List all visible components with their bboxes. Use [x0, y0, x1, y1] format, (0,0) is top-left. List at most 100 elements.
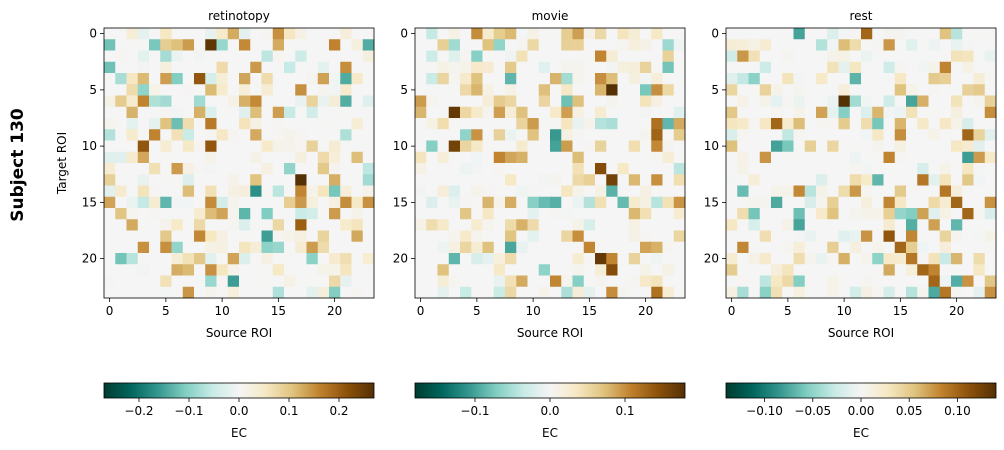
- heatmap-cell: [448, 230, 461, 243]
- heatmap-cell: [640, 230, 652, 243]
- heatmap-cell: [651, 185, 663, 198]
- heatmap-cell: [448, 286, 461, 299]
- heatmap-cell: [340, 39, 352, 51]
- heatmap-cell: [973, 196, 986, 209]
- heatmap-cell: [583, 84, 596, 96]
- heatmap-cell: [284, 219, 296, 231]
- heatmap-cell: [748, 73, 761, 85]
- heatmap-cell: [906, 185, 918, 198]
- heatmap-cell: [527, 28, 540, 40]
- heatmap-cell: [793, 50, 806, 63]
- heatmap-cell: [538, 275, 551, 288]
- heatmap-cell: [493, 230, 506, 243]
- heatmap-cell: [448, 219, 461, 231]
- heatmap-cell: [962, 73, 974, 85]
- heatmap-cell: [906, 73, 918, 85]
- heatmap-cell: [137, 163, 150, 175]
- heatmap-cell: [340, 73, 352, 85]
- heatmap-cell: [640, 95, 652, 108]
- heatmap-cell: [759, 61, 772, 74]
- heatmap-cell: [171, 106, 184, 119]
- heatmap-cell: [984, 196, 997, 209]
- heatmap-cell: [583, 118, 596, 130]
- heatmap-cell: [894, 118, 907, 130]
- heatmap-cell: [227, 61, 240, 74]
- heatmap-cell: [962, 140, 974, 153]
- heatmap-cell: [182, 118, 195, 130]
- heatmap-cell: [149, 196, 161, 209]
- colorbar-tick-label: 0.10: [944, 404, 971, 418]
- heatmap-cell: [460, 39, 472, 51]
- heatmap-cell: [827, 129, 839, 141]
- heatmap-cell: [250, 208, 262, 220]
- heatmap-cell: [437, 219, 450, 231]
- heatmap-cell: [906, 39, 918, 51]
- heatmap-cell: [759, 140, 772, 153]
- heatmap-cell: [726, 163, 738, 175]
- heatmap-cell: [583, 196, 596, 209]
- heatmap-cell: [362, 84, 375, 96]
- heatmap-cell: [205, 118, 217, 130]
- heatmap-cell: [415, 185, 427, 198]
- heatmap-cell: [572, 174, 585, 186]
- heatmap-cell: [182, 185, 195, 198]
- heatmap-cell: [838, 241, 851, 254]
- heatmap-cell: [295, 73, 307, 85]
- heatmap-cell: [928, 73, 941, 85]
- heatmap-cell: [583, 174, 596, 186]
- heatmap-cell: [538, 253, 551, 265]
- heatmap-cell: [883, 163, 896, 175]
- heatmap-cell: [838, 253, 851, 265]
- heatmap-cell: [640, 241, 652, 254]
- y-axis-label: Target ROI: [55, 132, 69, 195]
- heatmap-cell: [748, 275, 761, 288]
- heatmap-cell: [362, 275, 375, 288]
- heatmap-cell: [126, 95, 139, 108]
- heatmap-cell: [816, 196, 828, 209]
- heatmap-cell: [561, 208, 573, 220]
- heatmap-cell: [415, 241, 427, 254]
- heatmap-cell: [928, 95, 941, 108]
- heatmap-cell: [849, 163, 862, 175]
- heatmap-cell: [505, 253, 517, 265]
- heatmap-cell: [849, 264, 862, 276]
- heatmap-cell: [261, 196, 274, 209]
- heatmap-cell: [894, 230, 907, 243]
- heatmap-cell: [306, 28, 319, 40]
- heatmap-cell: [149, 129, 161, 141]
- heatmap-cell: [617, 163, 630, 175]
- heatmap-cell: [538, 151, 551, 164]
- heatmap-cell: [883, 61, 896, 74]
- heatmap-cell: [171, 275, 184, 288]
- heatmap-cell: [448, 151, 461, 164]
- heatmap-cell: [205, 106, 217, 119]
- heatmap-cell: [227, 129, 240, 141]
- heatmap-cell: [471, 50, 483, 63]
- heatmap-cell: [951, 174, 963, 186]
- heatmap-cell: [160, 95, 172, 108]
- heatmap-cell: [194, 106, 206, 119]
- heatmap-cell: [272, 286, 285, 299]
- heatmap-cell: [640, 264, 652, 276]
- heatmap-cell: [962, 151, 974, 164]
- heatmap-cell: [171, 28, 184, 40]
- heatmap-cell: [595, 39, 607, 51]
- heatmap-cell: [606, 28, 618, 40]
- heatmap-cell: [872, 253, 884, 265]
- heatmap-cell: [951, 253, 963, 265]
- heatmap-cell: [362, 219, 375, 231]
- heatmap-cell: [804, 73, 817, 85]
- heatmap-cell: [606, 163, 618, 175]
- heatmap-cell: [205, 253, 217, 265]
- heatmap-cell: [583, 275, 596, 288]
- heatmap-cell: [306, 241, 319, 254]
- heatmap-cell: [261, 286, 274, 299]
- heatmap-cell: [527, 286, 540, 299]
- heatmap-cell: [782, 118, 794, 130]
- heatmap-cell: [171, 39, 184, 51]
- heatmap-cell: [662, 253, 675, 265]
- heatmap-cell: [284, 39, 296, 51]
- heatmap-cell: [673, 151, 686, 164]
- heatmap-cell: [250, 151, 262, 164]
- heatmap-cell: [793, 275, 806, 288]
